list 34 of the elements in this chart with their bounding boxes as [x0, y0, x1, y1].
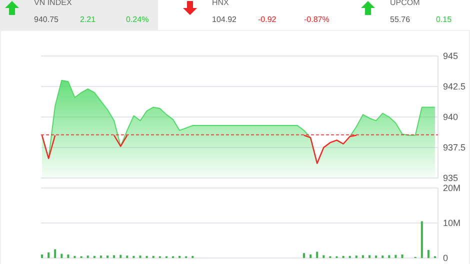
text: -0.92 — [258, 15, 277, 24]
bar — [54, 249, 56, 258]
bar — [303, 253, 305, 258]
text: 2.21 — [80, 15, 96, 24]
bar — [310, 254, 312, 258]
bar — [113, 255, 116, 258]
bar — [316, 252, 318, 258]
bar — [41, 254, 43, 258]
bar — [362, 255, 364, 258]
bar — [48, 252, 50, 258]
bar — [394, 254, 397, 258]
y-tick-label: 935 — [443, 173, 458, 183]
text: 0.15 — [436, 15, 452, 24]
text: 104.92 — [212, 15, 238, 24]
y-tick-label: 940 — [443, 112, 458, 122]
bar — [420, 221, 423, 258]
y-tick-label: 945 — [443, 51, 458, 61]
bar — [368, 255, 370, 258]
y-tick-label: 20M — [443, 183, 461, 193]
bar — [120, 254, 122, 258]
bar — [401, 254, 404, 258]
y-tick-label: 0 — [443, 253, 448, 263]
y-tick-label: 942.5 — [443, 82, 466, 92]
y-tick-label: 10M — [443, 218, 461, 228]
text: 940.75 — [34, 15, 60, 24]
bar — [67, 254, 70, 258]
text: -0.87% — [304, 15, 330, 24]
bar — [322, 255, 325, 258]
bar — [60, 254, 63, 258]
bar — [388, 255, 390, 258]
bar — [427, 250, 430, 258]
text: 0.24% — [126, 15, 149, 24]
y-tick-label: 937.5 — [443, 142, 466, 152]
text: 55.76 — [390, 15, 411, 24]
